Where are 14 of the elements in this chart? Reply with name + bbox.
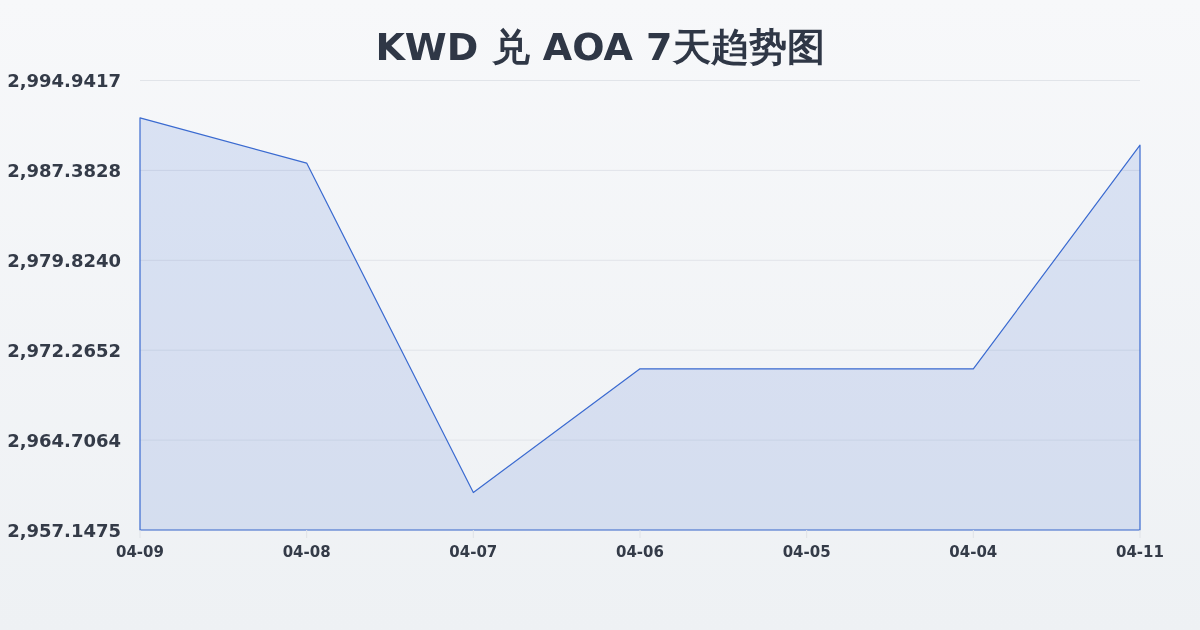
chart-title: KWD 兑 AOA 7天趋势图 [375, 25, 825, 69]
y-tick-label: 2,957.1475 [7, 519, 121, 541]
x-tick-label: 04-08 [282, 543, 331, 561]
x-tick-label: 04-07 [449, 543, 498, 561]
y-tick-label: 2,964.7064 [7, 429, 121, 451]
y-tick-label: 2,972.2652 [7, 339, 121, 361]
y-tick-label: 2,979.8240 [7, 249, 121, 271]
x-tick-label: 04-09 [116, 543, 164, 561]
x-tick-label: 04-06 [616, 543, 664, 561]
y-tick-label: 2,987.3828 [7, 159, 121, 181]
y-tick-label: 2,994.9417 [7, 70, 121, 91]
x-tick-label: 04-11 [1116, 543, 1164, 561]
x-tick-label: 04-04 [949, 543, 998, 561]
x-tick-label: 04-05 [782, 543, 831, 561]
